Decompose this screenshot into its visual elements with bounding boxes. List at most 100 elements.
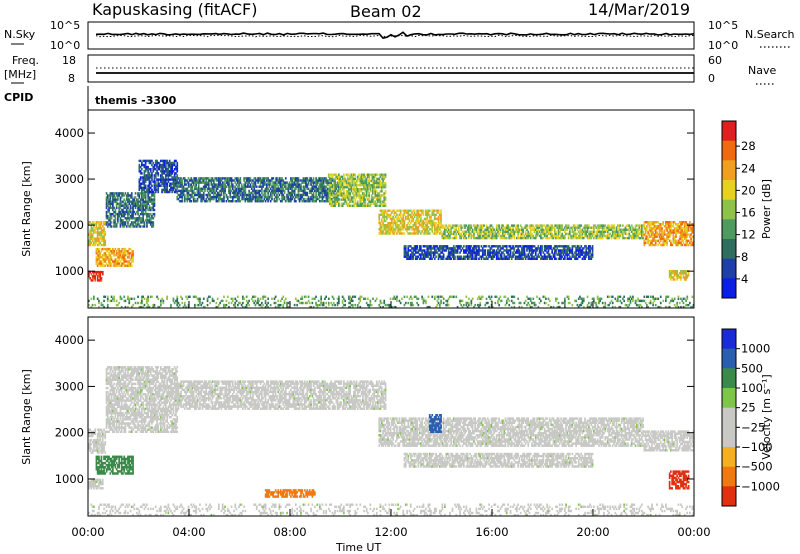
data-region: [264, 489, 316, 498]
colorbar-tick-label: 12: [741, 228, 756, 242]
colorbar-segment: [722, 239, 736, 259]
colorbar-tick-label: 25: [741, 401, 756, 415]
colorbar-tick-label: −100: [741, 440, 773, 454]
colorbar-frame: [721, 120, 737, 299]
colorbar-segment: [722, 486, 736, 507]
colorbar-segment: [722, 258, 736, 279]
colorbar-segment: [722, 368, 736, 389]
data-region: [668, 270, 690, 281]
freq-tick-bottom: 8: [68, 72, 75, 85]
colorbar-segment: [722, 160, 736, 181]
colorbar-segment: [722, 447, 736, 467]
freq-label: Freq.: [12, 54, 39, 67]
nsky-panel: [87, 21, 695, 50]
x-tick-label: 04:00: [172, 525, 205, 539]
x-tick-label: 08:00: [273, 525, 306, 539]
x-tick-label: 00:00: [677, 525, 710, 539]
data-region: [378, 209, 442, 235]
date-title: 14/Mar/2019: [588, 0, 690, 19]
colorbar-segment: [722, 427, 736, 448]
colorbar-segment: [722, 180, 736, 200]
colorbar-tick-label: 28: [741, 139, 756, 153]
data-region: [88, 503, 695, 517]
data-region: [643, 221, 695, 247]
data-region: [88, 428, 107, 454]
colorbar-tick-label: −25: [741, 420, 765, 434]
colorbar-segment: [722, 278, 736, 299]
nave-tick-top: 60: [708, 54, 722, 67]
x-tick-label: 16:00: [475, 525, 508, 539]
velocity-colorbar: 1000 500 100 25 −25 −100 −500 −1000: [721, 328, 780, 507]
data-region: [88, 295, 695, 309]
colorbar-tick-label: 100: [741, 381, 763, 395]
colorbar-tick-label: 1000: [741, 342, 770, 356]
freq-tick-top: 18: [62, 54, 76, 67]
colorbar-tick-label: −1000: [741, 479, 780, 493]
data-region: [441, 224, 644, 240]
data-region: [643, 430, 695, 452]
colorbar-segment: [722, 407, 736, 428]
colorbar-segment: [722, 348, 736, 369]
velocity-y-axis: 1000 2000 3000 4000: [55, 333, 694, 486]
power-y-axis: 1000 2000 3000 4000: [55, 126, 694, 278]
velocity-colorbar-label: Velocity [m s⁻¹]: [760, 374, 773, 459]
nave-tick-bottom: 0: [708, 72, 715, 85]
time-x-label: Time UT: [335, 541, 381, 554]
colorbar-tick-label: −500: [741, 460, 773, 474]
power-heatmap: [88, 159, 695, 309]
data-region: [403, 452, 594, 468]
data-region: [88, 221, 107, 247]
y-tick-label: 3000: [55, 379, 84, 393]
y-tick-label: 4000: [55, 333, 84, 347]
data-region: [403, 245, 594, 260]
cpid-value: themis -3300: [95, 94, 177, 107]
colorbar-segment: [722, 329, 736, 349]
data-region: [105, 366, 179, 433]
beam-title: Beam 02: [350, 2, 422, 21]
velocity-y-label: Slant Range [km]: [20, 369, 33, 465]
colorbar-segment: [722, 219, 736, 240]
data-region: [95, 247, 134, 267]
data-region: [138, 159, 179, 194]
y-tick-label: 1000: [55, 472, 84, 486]
nsky-trace: [95, 31, 695, 39]
time-x-axis: 00:00 04:00 08:00 12:00 16:00 20:00 00:00: [71, 301, 711, 539]
colorbar-tick-label: 8: [741, 250, 748, 264]
data-region: [378, 417, 644, 447]
nsky-label: N.Sky: [4, 28, 36, 41]
nsearch-tick-top: 10^5: [708, 19, 738, 32]
colorbar-segment: [722, 121, 736, 141]
data-region: [95, 455, 134, 475]
y-tick-label: 3000: [55, 172, 84, 186]
colorbar-segment: [722, 140, 736, 161]
power-colorbar-label: Power [dB]: [760, 179, 773, 239]
colorbar-segment: [722, 199, 736, 220]
colorbar-segment: [722, 466, 736, 487]
data-region: [428, 414, 442, 433]
y-tick-label: 2000: [55, 218, 84, 232]
freq-unit-label: [MHz]: [4, 68, 36, 81]
cpid-label: CPID: [4, 91, 33, 104]
data-region: [105, 192, 156, 228]
station-title: Kapuskasing (fitACF): [92, 0, 257, 19]
y-tick-label: 1000: [55, 264, 84, 278]
nave-label: Nave: [748, 64, 776, 77]
colorbar-tick-label: 500: [741, 361, 763, 375]
nsearch-label: N.Search: [745, 28, 795, 41]
y-tick-label: 4000: [55, 126, 84, 140]
colorbar-tick-label: 24: [741, 161, 756, 175]
nsky-tick-top: 10^5: [50, 19, 80, 32]
x-tick-label: 20:00: [576, 525, 609, 539]
data-region: [88, 270, 104, 282]
data-region: [176, 380, 387, 410]
nsky-tick-bottom: 10^0: [50, 39, 80, 52]
colorbar-tick-label: 4: [741, 272, 748, 286]
data-region: [176, 177, 341, 203]
x-tick-label: 12:00: [374, 525, 407, 539]
power-y-label: Slant Range [km]: [20, 161, 33, 257]
colorbar-tick-label: 16: [741, 206, 756, 220]
power-panel-frame: [87, 109, 695, 309]
data-region: [668, 470, 690, 490]
data-region: [327, 173, 387, 207]
